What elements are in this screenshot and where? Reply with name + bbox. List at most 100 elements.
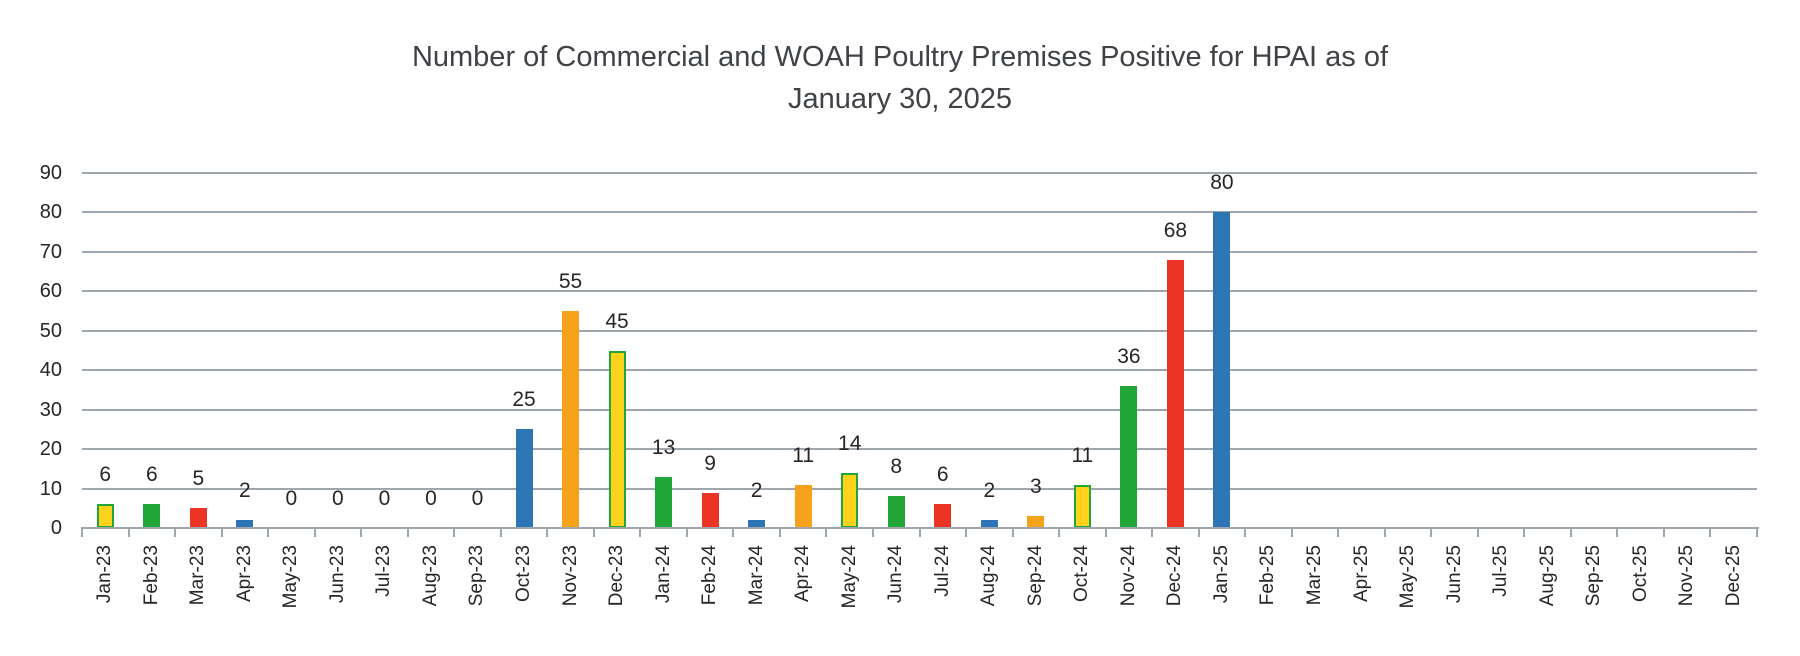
bar-jan-24 xyxy=(655,476,673,528)
bar-mar-23 xyxy=(189,508,207,528)
bar-mar-24 xyxy=(748,520,766,528)
gridline-60 xyxy=(82,290,1757,293)
x-axis-label-mar-24: Mar-24 xyxy=(745,545,767,606)
value-label-dec-23: 45 xyxy=(605,309,629,333)
bar-apr-24 xyxy=(794,484,812,528)
x-axis-label-dec-25: Dec-25 xyxy=(1722,545,1744,607)
y-axis-label: 60 xyxy=(39,280,62,303)
x-axis-tick xyxy=(220,527,223,537)
bar-feb-24 xyxy=(701,492,719,528)
x-axis-label-jan-23: Jan-23 xyxy=(94,545,116,604)
value-label-jan-25: 80 xyxy=(1210,171,1234,195)
x-axis-tick xyxy=(1709,527,1712,537)
value-label-aug-23: 0 xyxy=(425,487,437,510)
x-axis-label-feb-23: Feb-23 xyxy=(140,545,162,606)
x-axis-label-dec-23: Dec-23 xyxy=(606,545,628,607)
x-axis-label-apr-23: Apr-23 xyxy=(233,545,255,603)
x-axis-tick xyxy=(778,527,781,537)
x-axis-tick xyxy=(1662,527,1665,537)
x-axis-tick xyxy=(1523,527,1526,537)
x-axis-tick xyxy=(360,527,363,537)
value-label-aug-24: 2 xyxy=(983,479,996,503)
bar-sep-24 xyxy=(1027,516,1045,528)
value-label-dec-24: 68 xyxy=(1163,218,1188,242)
x-axis-tick xyxy=(825,527,828,537)
x-axis-label-feb-24: Feb-24 xyxy=(699,545,721,606)
x-axis-label-mar-23: Mar-23 xyxy=(187,545,209,606)
value-label-jun-23: 0 xyxy=(332,487,344,510)
x-axis-tick xyxy=(406,527,409,537)
x-axis-tick xyxy=(1569,527,1572,537)
x-axis-tick xyxy=(1430,527,1433,537)
x-axis-label-aug-24: Aug-24 xyxy=(978,545,1000,607)
x-axis-label-dec-24: Dec-24 xyxy=(1164,545,1186,607)
x-axis-tick xyxy=(1616,527,1619,537)
value-label-nov-23: 55 xyxy=(558,270,583,294)
gridline-80 xyxy=(82,211,1757,214)
x-axis-tick xyxy=(1011,527,1014,537)
chart-title: Number of Commercial and WOAH Poultry Pr… xyxy=(0,36,1800,120)
x-axis-tick xyxy=(267,527,270,537)
y-axis-label: 0 xyxy=(50,517,62,539)
value-label-mar-23: 5 xyxy=(192,467,205,491)
value-label-jul-24: 6 xyxy=(936,463,949,487)
gridline-20 xyxy=(82,448,1757,451)
x-axis-label-jun-23: Jun-23 xyxy=(326,545,348,604)
x-axis-label-jun-24: Jun-24 xyxy=(885,545,907,604)
x-axis-tick xyxy=(499,527,502,537)
y-axis-label: 10 xyxy=(39,477,62,500)
x-axis-label-mar-25: Mar-25 xyxy=(1303,545,1325,606)
x-axis-line xyxy=(82,527,1759,529)
value-label-feb-23: 6 xyxy=(145,463,158,487)
chart-title-line2: January 30, 2025 xyxy=(787,83,1013,115)
bar-dec-23 xyxy=(608,350,626,528)
x-axis-label-oct-23: Oct-23 xyxy=(513,545,534,603)
y-axis-label: 80 xyxy=(39,201,62,224)
bar-feb-23 xyxy=(143,504,161,528)
x-axis-tick xyxy=(1151,527,1154,537)
value-label-jan-24: 13 xyxy=(651,435,676,459)
value-label-jul-23: 0 xyxy=(378,487,391,510)
x-axis-tick xyxy=(1244,527,1247,537)
x-axis-tick xyxy=(685,527,688,537)
y-axis-label: 50 xyxy=(39,319,62,342)
bar-jun-24 xyxy=(887,496,905,528)
value-label-feb-24: 9 xyxy=(704,451,716,475)
x-axis-label-sep-24: Sep-24 xyxy=(1024,545,1046,607)
value-label-sep-24: 3 xyxy=(1029,475,1042,499)
x-axis-label-apr-25: Apr-25 xyxy=(1350,545,1372,603)
bar-nov-24 xyxy=(1120,386,1138,528)
x-axis-tick xyxy=(732,527,735,537)
value-label-jun-24: 8 xyxy=(890,455,903,479)
x-axis-tick xyxy=(1104,527,1107,537)
bar-dec-24 xyxy=(1166,259,1184,528)
value-label-apr-23: 2 xyxy=(239,479,251,503)
x-axis-tick xyxy=(1337,527,1340,537)
x-axis-label-nov-23: Nov-23 xyxy=(559,545,581,607)
x-axis-tick xyxy=(918,527,921,537)
bar-oct-23 xyxy=(515,429,533,528)
x-axis-tick xyxy=(1476,527,1479,537)
bar-aug-24 xyxy=(980,520,998,528)
x-axis-label-apr-24: Apr-24 xyxy=(792,545,814,603)
bar-may-24 xyxy=(841,472,859,528)
gridline-50 xyxy=(82,329,1757,332)
value-label-oct-23: 25 xyxy=(512,388,536,412)
x-axis-label-jul-24: Jul-24 xyxy=(931,545,953,597)
x-axis-label-nov-24: Nov-24 xyxy=(1117,545,1139,607)
bar-apr-23 xyxy=(236,520,254,528)
bar-nov-23 xyxy=(562,311,580,528)
x-axis-tick xyxy=(965,527,968,537)
x-axis-tick xyxy=(1756,527,1758,537)
y-axis-label: 40 xyxy=(39,359,62,382)
x-axis-label-sep-23: Sep-23 xyxy=(466,545,488,607)
gridline-30 xyxy=(82,408,1757,411)
x-axis-label-jan-24: Jan-24 xyxy=(652,545,674,604)
value-label-oct-24: 11 xyxy=(1071,443,1094,467)
x-axis-label-jun-25: Jun-25 xyxy=(1443,545,1465,604)
bar-oct-24 xyxy=(1073,484,1091,528)
x-axis-label-sep-25: Sep-25 xyxy=(1583,545,1605,607)
x-axis-tick xyxy=(81,527,83,537)
gridline-40 xyxy=(82,369,1757,372)
